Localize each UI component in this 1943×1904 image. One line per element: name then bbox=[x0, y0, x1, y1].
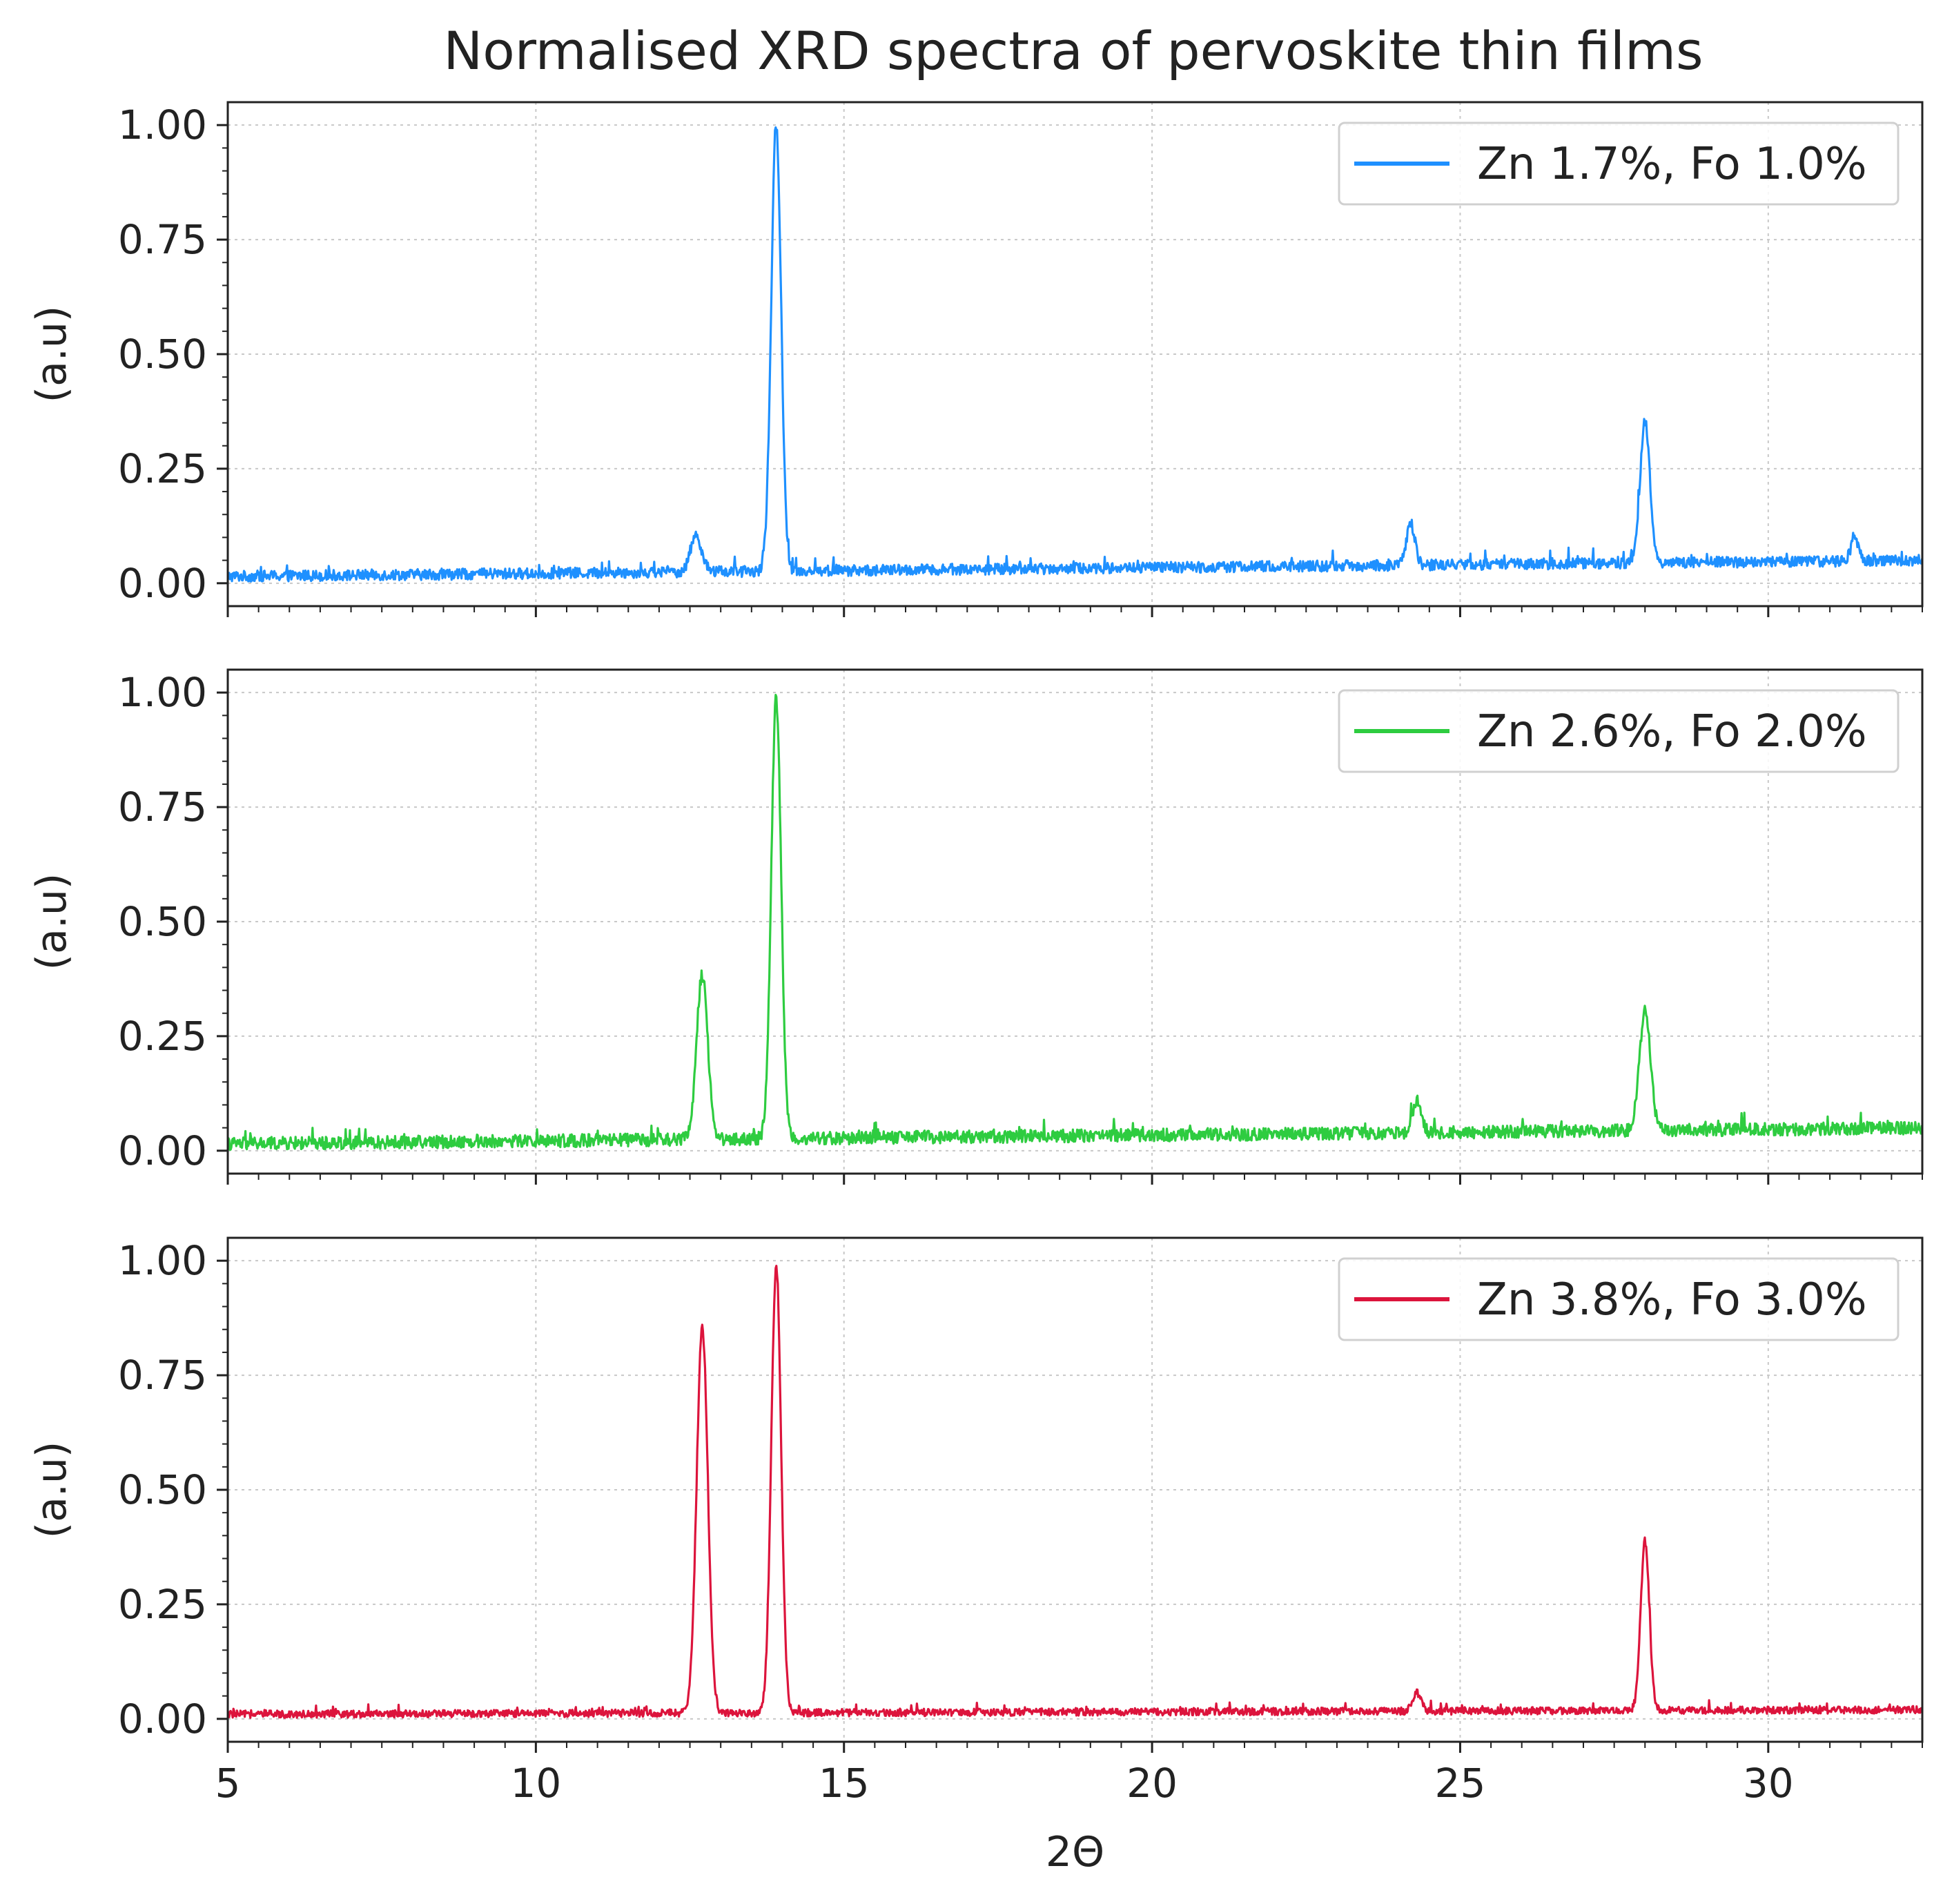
subplot-3: 0.00 0.25 0.50 0.75 1.00 5 10 15 20 25 30 (a.u) 2Θ Zn… bbox=[28, 1236, 1924, 1876]
y-tick-label: 1.00 bbox=[118, 1237, 207, 1284]
y-axis-label: (a.u) bbox=[28, 306, 76, 403]
chart-title: Normalised XRD spectra of pervoskite thi… bbox=[443, 20, 1703, 81]
y-tick-label: 1.00 bbox=[118, 669, 207, 716]
series-line bbox=[227, 126, 1924, 583]
y-tick-label: 0.50 bbox=[118, 331, 207, 378]
x-tick-label: 30 bbox=[1743, 1760, 1794, 1807]
legend-box bbox=[1338, 1257, 1900, 1341]
subplot-2: 0.00 0.25 0.50 0.75 1.00 (a.u) Zn 2.6%, Fo 2.0… bbox=[28, 668, 1924, 1185]
legend-label: Zn 2.6%, Fo 2.0% bbox=[1477, 706, 1867, 757]
x-tick-label: 5 bbox=[215, 1760, 241, 1807]
y-tick-label: 0.00 bbox=[118, 1696, 207, 1742]
y-tick-label: 0.25 bbox=[118, 445, 207, 492]
y-tick-label: 0.75 bbox=[118, 784, 207, 830]
y-tick-label: 0.75 bbox=[118, 216, 207, 263]
y-tick-label: 0.00 bbox=[118, 560, 207, 607]
legend: Zn 2.6%, Fo 2.0% bbox=[1338, 689, 1900, 773]
x-tick-label: 25 bbox=[1435, 1760, 1486, 1807]
x-tick-label: 15 bbox=[819, 1760, 870, 1807]
y-axis-label: (a.u) bbox=[28, 1441, 76, 1539]
subplot-1: 0.00 0.25 0.50 0.75 1.00 (a.u) Zn 1.7%, Fo 1.0… bbox=[28, 101, 1924, 617]
y-tick-label: 0.50 bbox=[118, 898, 207, 945]
x-tick-label: 10 bbox=[510, 1760, 561, 1807]
legend: Zn 3.8%, Fo 3.0% bbox=[1338, 1257, 1900, 1341]
y-tick-label: 1.00 bbox=[118, 101, 207, 148]
series-line bbox=[226, 1265, 1923, 1719]
x-tick-label: 20 bbox=[1126, 1760, 1178, 1807]
legend-box bbox=[1338, 122, 1900, 206]
y-tick-label: 0.25 bbox=[118, 1581, 207, 1628]
legend-label: Zn 1.7%, Fo 1.0% bbox=[1477, 139, 1867, 190]
y-tick-label: 0.75 bbox=[118, 1352, 207, 1399]
y-tick-label: 0.50 bbox=[118, 1466, 207, 1513]
y-axis-label: (a.u) bbox=[28, 873, 76, 971]
y-tick-label: 0.00 bbox=[118, 1127, 207, 1174]
legend-label: Zn 3.8%, Fo 3.0% bbox=[1477, 1274, 1867, 1325]
series-line bbox=[227, 694, 1924, 1151]
legend: Zn 1.7%, Fo 1.0% bbox=[1338, 122, 1900, 206]
legend-box bbox=[1338, 689, 1900, 773]
y-tick-label: 0.25 bbox=[118, 1013, 207, 1060]
x-axis-label: 2Θ bbox=[1046, 1828, 1104, 1876]
